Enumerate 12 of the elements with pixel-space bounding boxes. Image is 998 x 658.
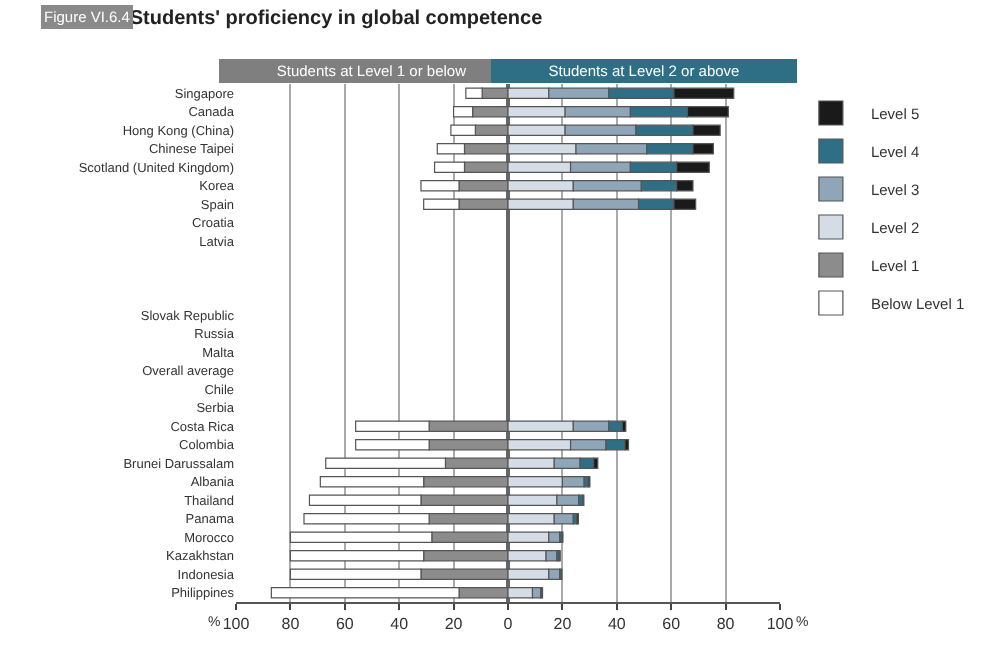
x-tick-label: 100 [222,615,251,634]
x-tick-label: 60 [662,615,682,634]
x-tick-label: 40 [390,615,410,634]
x-tick-label: 20 [553,615,573,634]
x-tick-label: 80 [281,615,301,634]
x-tick-label: 80 [716,615,736,634]
x-tick-label: 20 [444,615,464,634]
x-tick-label: 100 [766,615,795,634]
chart-title: Students' proficiency in global competence [129,7,544,30]
x-tick-label: 60 [335,615,355,634]
x-tick-label: 0 [503,615,514,634]
x-tick-label: 40 [607,615,627,634]
